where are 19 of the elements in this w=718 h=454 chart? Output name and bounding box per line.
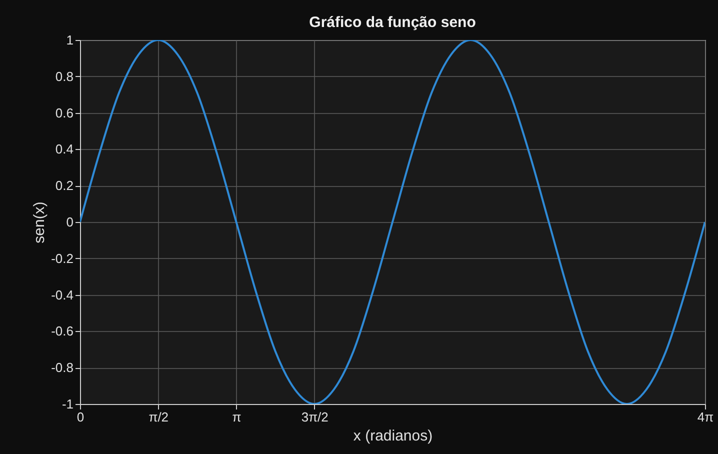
y-tick-label: -0.6	[51, 324, 74, 339]
y-tick-label: 1	[66, 32, 74, 48]
x-tick-label: π	[232, 410, 242, 424]
y-tick-label: 0.8	[55, 68, 74, 84]
x-axis-title: x (radianos)	[353, 428, 433, 444]
x-tick-label: π/2	[148, 410, 169, 424]
y-tick-label: -1	[62, 396, 74, 412]
y-tick-label: 0	[66, 214, 74, 230]
y-tick-label: 0.2	[55, 178, 74, 194]
y-tick-label: 0.6	[55, 105, 74, 120]
y-tick-label: -0.2	[51, 250, 74, 266]
chart-title: Gráfico da função seno	[309, 14, 476, 31]
y-tick-label: -0.8	[51, 360, 74, 376]
x-tick-label: 3π/2	[301, 410, 328, 424]
y-tick-label: -0.4	[51, 287, 74, 302]
y-axis-title: sen(x)	[31, 202, 48, 244]
x-tick-label: 0	[76, 410, 84, 424]
x-tick-label: 4π	[697, 410, 714, 424]
y-tick-label: 0.4	[55, 142, 74, 157]
